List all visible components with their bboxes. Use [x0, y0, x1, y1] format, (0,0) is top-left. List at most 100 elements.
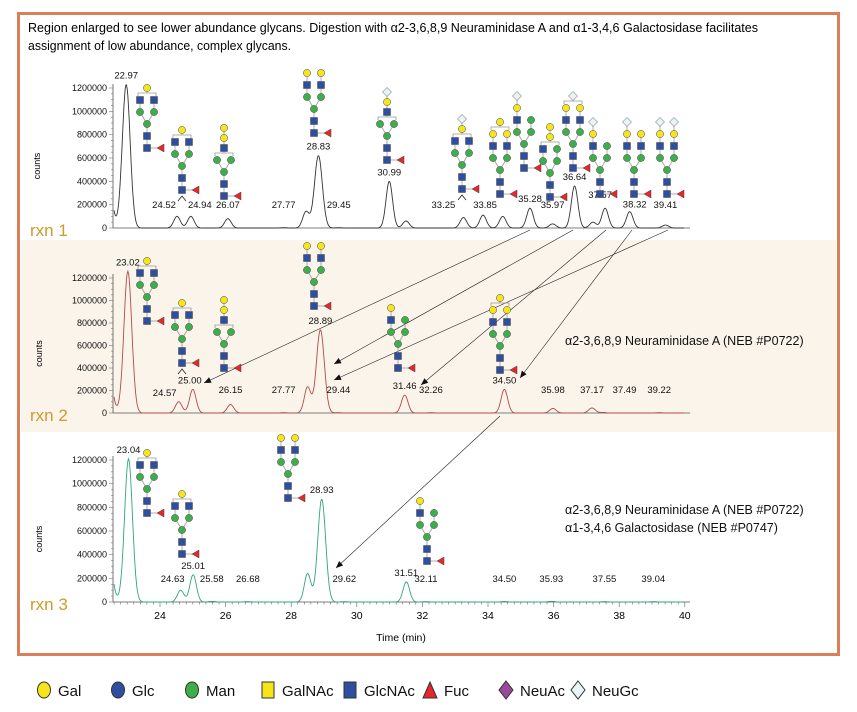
man-icon	[520, 140, 528, 148]
glcnac-icon	[220, 316, 228, 324]
gal-icon	[562, 104, 570, 112]
legend-item-galnac: GalNAc	[261, 681, 334, 700]
legend-label: GlcNAc	[364, 683, 415, 700]
glcnac-icon	[383, 156, 391, 164]
man-icon	[220, 168, 228, 176]
gal-icon	[546, 123, 554, 131]
legend-item-man: Man	[185, 681, 235, 700]
glcnac-icon	[383, 144, 391, 152]
man-icon	[496, 166, 504, 174]
man-icon	[310, 105, 318, 113]
man-icon	[150, 473, 158, 481]
peak-label: 33.85	[473, 200, 497, 211]
peak-label: 23.04	[117, 445, 141, 456]
arrowhead-icon	[334, 374, 342, 380]
fuc-icon	[323, 128, 332, 138]
peak-label: 31.46	[393, 381, 417, 392]
peak-label: 37.55	[593, 574, 617, 585]
gal-icon	[383, 98, 391, 106]
gal-icon	[513, 104, 521, 112]
glcnac-icon	[284, 482, 292, 490]
glcnac-icon	[656, 142, 664, 150]
man-icon	[178, 335, 186, 343]
man-icon	[213, 156, 221, 164]
x-axis-label: Time (min)	[376, 632, 426, 644]
y-tick-label: 0	[102, 408, 107, 418]
fuc-icon	[233, 363, 242, 373]
glycan-structure-25.00	[171, 299, 200, 375]
panel-rxn2: 0 200000 400000 600000 800000 1000000 1200000 c…	[30, 242, 804, 425]
y-tick-label: 1000000	[72, 106, 107, 116]
neugc-icon	[512, 91, 522, 101]
man-icon	[227, 328, 235, 336]
peak-label: 30.99	[377, 167, 401, 178]
y-tick-label: 600000	[77, 526, 107, 536]
legend-item-gal: Gal	[37, 681, 81, 700]
y-axis-label: counts	[32, 152, 42, 179]
peak-label: 24.52	[152, 200, 176, 211]
gal-icon	[303, 69, 311, 77]
man-icon	[430, 521, 438, 529]
fuc-icon	[582, 163, 591, 173]
gal-icon	[589, 130, 597, 138]
glycan-structure-23.04	[136, 449, 165, 518]
glcnac-icon	[423, 545, 431, 553]
x-tick-label: 36	[548, 610, 560, 622]
legend-label: Man	[206, 683, 235, 700]
gal-icon	[37, 681, 51, 699]
gal-icon	[458, 125, 466, 133]
man-icon	[423, 533, 431, 541]
y-tick-label: 800000	[77, 130, 107, 140]
man-icon	[489, 330, 497, 338]
glcnac-icon	[670, 142, 678, 150]
glcnac-icon	[496, 354, 504, 362]
glcnac-icon	[220, 180, 228, 188]
man-icon	[303, 266, 311, 274]
legend-item-glcnac: GlcNAc	[343, 681, 415, 700]
glcnac-icon	[143, 317, 151, 325]
fuc-icon	[471, 184, 480, 194]
glycan-structure-28.89	[303, 242, 332, 311]
glycan-structure-35.28	[512, 91, 542, 173]
man-icon	[284, 470, 292, 478]
man-icon	[143, 293, 151, 301]
neugc-icon	[457, 114, 467, 124]
fuc-icon	[323, 301, 332, 311]
glcnac-icon	[310, 290, 318, 298]
glcnac-icon	[317, 254, 325, 262]
glcnac-icon	[387, 316, 395, 324]
monosaccharide-legend: Gal Glc Man GalNAc GlcNAc Fuc NeuAc NeuGc	[37, 680, 639, 700]
man-icon	[136, 473, 144, 481]
peak-shift-arrows	[203, 229, 669, 569]
legend-item-fuc: Fuc	[422, 680, 470, 700]
glcnac-icon	[496, 366, 504, 374]
glcnac-icon	[143, 305, 151, 313]
glycan-structure-37.57	[588, 117, 618, 199]
man-icon	[553, 145, 561, 153]
glycan-structure-26.07	[213, 124, 242, 201]
galnac-icon	[261, 681, 275, 699]
glcnac-icon	[303, 254, 311, 262]
shift-arrow	[333, 229, 574, 365]
man-icon	[603, 154, 611, 162]
peak-label: 36.64	[563, 172, 587, 183]
peak-label: 26.15	[219, 385, 243, 396]
glycan-structure-39.41	[655, 117, 685, 199]
glcnac-icon	[663, 190, 671, 198]
man-icon	[496, 342, 504, 350]
y-tick-label: 600000	[77, 153, 107, 163]
fuc-icon	[233, 191, 242, 201]
gal-icon	[416, 497, 424, 505]
glcnac-icon	[623, 142, 631, 150]
gal-icon	[670, 130, 678, 138]
neugc-icon	[655, 117, 665, 127]
gal-icon	[277, 434, 285, 442]
x-tick-label: 24	[154, 610, 166, 622]
reaction-label: rxn 2	[30, 406, 68, 425]
chromatogram-trace	[113, 269, 685, 414]
peak-label: 39.04	[641, 574, 665, 585]
glcnac-icon	[310, 302, 318, 310]
gal-icon	[317, 69, 325, 77]
shift-arrow	[335, 415, 501, 569]
glcnac-icon	[143, 144, 151, 152]
